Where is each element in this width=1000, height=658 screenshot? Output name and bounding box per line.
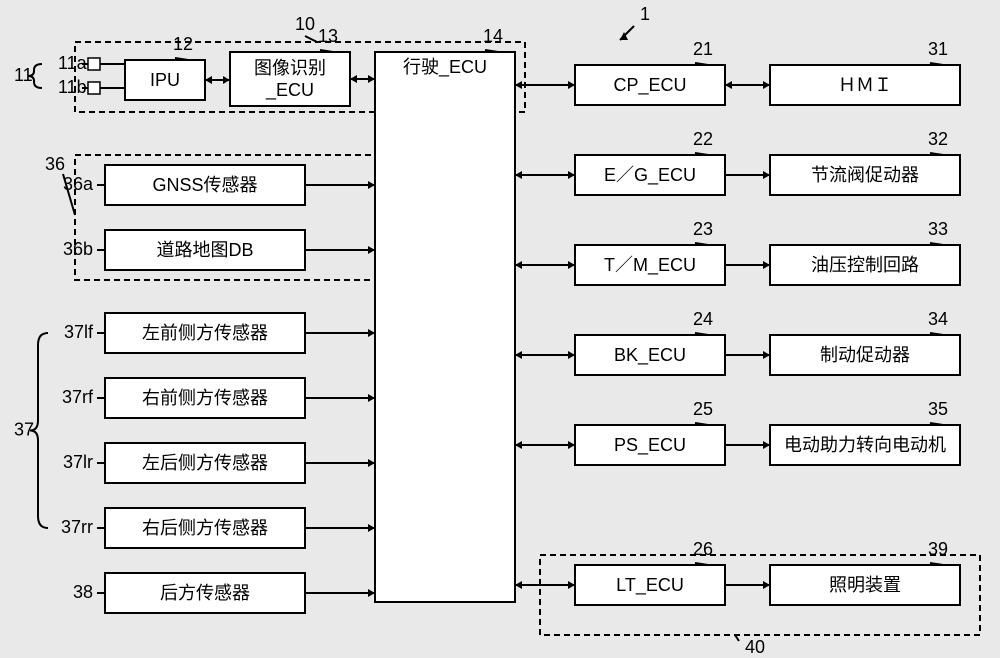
node-brk-label: 制动促动器 [820,345,910,365]
node-drive-label: 行驶_ECU [403,57,487,78]
node-map-label: 道路地图DB [156,240,253,260]
node-lamp-label: 照明装置 [829,575,901,595]
ref-s_lf: 37lf [64,322,94,342]
ref-cp: 21 [693,39,713,59]
ref-g10: 10 [295,14,315,34]
node-ipu-label: IPU [150,70,180,90]
svg-text:_ECU: _ECU [265,80,314,101]
ref-system: 1 [640,4,650,24]
ref-brk: 34 [928,309,948,329]
ref-s_lr: 37lr [63,452,93,472]
ref-s_r: 38 [73,582,93,602]
ref-hyd: 33 [928,219,948,239]
node-thr-label: 节流阀促动器 [811,165,919,185]
ref-tm: 23 [693,219,713,239]
node-cp-label: CP_ECU [613,75,686,96]
ref-drive: 14 [483,26,503,46]
node-bk-label: BK_ECU [614,345,686,366]
ref-lamp: 39 [928,539,948,559]
ref-hmi: 31 [928,39,948,59]
node-eg-label: E／G_ECU [604,165,696,186]
camera-b [88,82,100,94]
node-s_rf-label: 右前侧方传感器 [142,388,268,408]
ref-thr: 32 [928,129,948,149]
ref-ipu: 12 [173,34,193,54]
ref-cam-group: 11 [14,65,33,85]
node-hyd-label: 油压控制回路 [811,255,919,275]
ref-lt: 26 [693,539,713,559]
ref-s_rr: 37rr [61,517,93,537]
ref-imrec: 13 [318,26,338,46]
node-gnss-label: GNSS传感器 [152,175,257,195]
camera-a [88,58,100,70]
ref-bk: 24 [693,309,713,329]
ref-eps: 35 [928,399,948,419]
node-s_r-label: 后方传感器 [160,583,250,603]
node-s_lr-label: 左后侧方传感器 [142,453,268,473]
node-lt-label: LT_ECU [616,575,684,596]
ref-g36: 36 [45,154,65,174]
ref-g40: 40 [745,637,765,657]
ref-sensor-group: 37 [14,420,34,440]
ref-eg: 22 [693,129,713,149]
node-hmi-label: ＨＭＩ [838,75,892,95]
node-imrec-label: 图像识别 [254,58,326,78]
node-drive [375,52,515,602]
node-ps-label: PS_ECU [614,435,686,456]
ref-map: 36b [63,239,93,259]
node-s_rr-label: 右后侧方传感器 [142,518,268,538]
node-s_lf-label: 左前侧方传感器 [142,323,268,343]
ref-ps: 25 [693,399,713,419]
node-tm-label: T／M_ECU [604,255,696,276]
ref-s_rf: 37rf [62,387,94,407]
node-eps-label: 电动助力转向电动机 [784,435,946,455]
